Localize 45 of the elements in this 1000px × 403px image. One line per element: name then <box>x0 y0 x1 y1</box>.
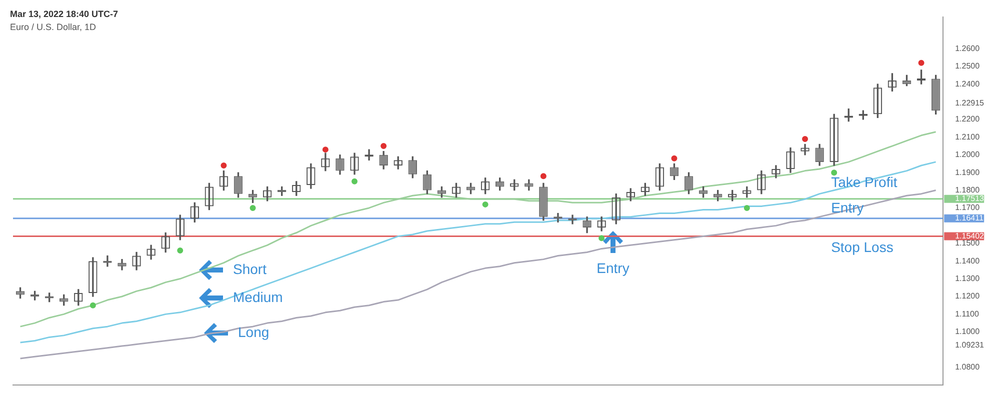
y-tick-label: 1.1300 <box>955 274 980 283</box>
y-tick-label: 1.1900 <box>955 168 980 177</box>
y-tick-label: 1.1700 <box>955 203 980 212</box>
ref-line-label: Take Profit <box>831 174 898 190</box>
point <box>90 302 96 308</box>
y-tick-label: 1.2200 <box>955 114 980 124</box>
point <box>744 204 750 211</box>
y-tick-label: 1.1100 <box>955 309 980 318</box>
point <box>918 60 924 66</box>
y-tick-label: 1.2000 <box>955 150 980 160</box>
point <box>177 247 184 254</box>
y-tick-label: 1.0800 <box>955 362 980 372</box>
y-tick-label: 1.15402 <box>955 231 985 240</box>
y-tick-label: 1.1200 <box>955 292 980 301</box>
series-label: Short <box>233 260 267 277</box>
y-tick-label: 1.22915 <box>955 98 985 108</box>
point <box>802 136 808 142</box>
y-tick-label: 1.2100 <box>955 132 980 142</box>
point <box>352 178 358 184</box>
y-tick-label: 1.2600 <box>955 44 980 53</box>
point <box>250 204 256 211</box>
ref-line-label: Stop Loss <box>831 239 894 256</box>
series-label: Medium <box>233 288 283 305</box>
point <box>220 162 227 168</box>
annotation: Mar 13, 2022 18:40 UTC-7 <box>10 8 118 19</box>
point <box>831 170 838 176</box>
annotation: Entry <box>596 260 630 276</box>
y-tick-label: 1.17513 <box>955 194 985 204</box>
y-tick-label: 1.1800 <box>955 185 980 194</box>
y-tick-label: 1.16411 <box>955 214 984 223</box>
point <box>598 235 605 242</box>
y-tick-label: 1.2400 <box>955 79 980 88</box>
text: Euro / U.S. Dollar, 1D <box>10 22 97 32</box>
y-tick-label: 1.1500 <box>955 238 980 248</box>
y-tick-label: 1.1400 <box>955 256 980 266</box>
point <box>482 201 488 208</box>
point <box>322 146 328 153</box>
ref-line-label: Entry <box>831 199 864 216</box>
point <box>380 143 387 150</box>
point <box>671 155 678 162</box>
series-label: Long <box>238 324 270 340</box>
point <box>540 173 546 180</box>
y-tick-label: 1.09231 <box>955 340 985 350</box>
y-tick-label: 1.1000 <box>955 327 980 336</box>
y-tick-label: 1.2500 <box>955 62 980 71</box>
